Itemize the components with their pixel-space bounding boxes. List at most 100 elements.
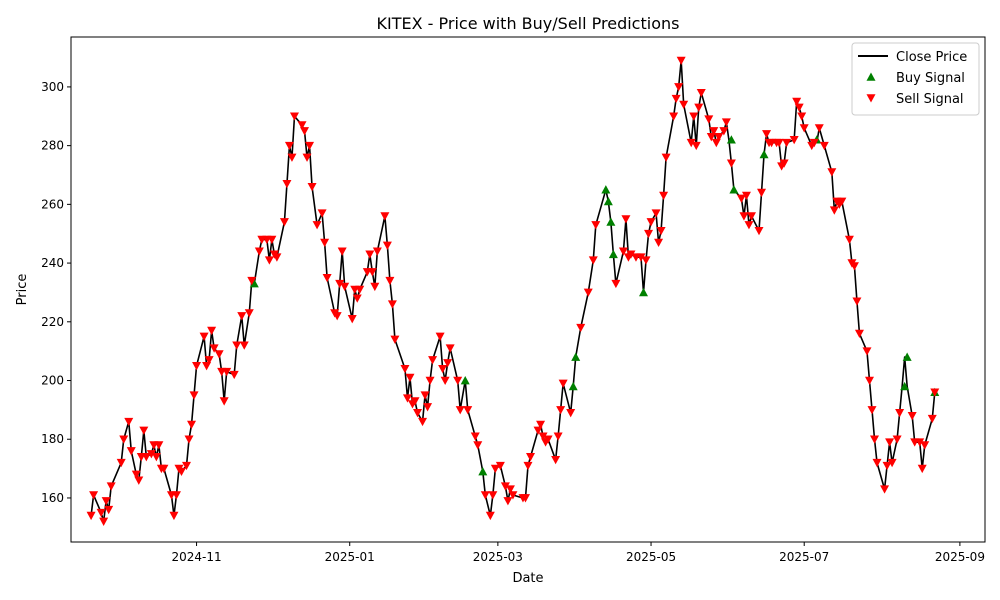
sell-signal-marker: [119, 435, 129, 444]
x-axis-title: Date: [512, 571, 543, 586]
sell-signal-marker: [410, 397, 420, 406]
sell-signal-marker: [915, 438, 925, 447]
sell-signal-marker: [774, 138, 784, 148]
sell-signal-marker: [927, 414, 937, 424]
sell-signal-marker: [641, 256, 651, 265]
y-tick-label: 200: [41, 374, 64, 388]
sell-signal-marker: [337, 247, 347, 256]
close-price-line: [90, 59, 936, 523]
sell-signal-marker: [184, 435, 194, 444]
y-tick-label: 240: [41, 256, 64, 270]
sell-signal-marker: [300, 127, 310, 136]
buy-signal-marker: [900, 381, 910, 391]
sell-signal-marker: [895, 409, 905, 418]
sell-signal-marker: [849, 262, 859, 271]
sell-signal-marker: [799, 124, 809, 133]
sell-signal-marker: [89, 491, 99, 500]
sell-signal-marker: [99, 517, 109, 526]
sell-signal-marker: [473, 441, 483, 450]
sell-signal-marker: [706, 133, 716, 142]
sell-signal-marker: [159, 464, 169, 474]
x-tick-label: 2025-07: [779, 550, 829, 564]
sell-signal-marker: [146, 450, 156, 459]
sell-signal-marker: [686, 138, 696, 148]
sell-signal-marker: [104, 505, 114, 515]
sell-signal-marker: [322, 273, 332, 283]
buy-signal-marker: [571, 352, 581, 361]
legend-buy-signal-swatch: [866, 72, 876, 81]
buy-signal-marker: [759, 149, 769, 159]
plot-frame: [70, 36, 986, 543]
sell-signal-marker: [402, 394, 412, 403]
sell-signal-marker: [721, 118, 731, 127]
sell-signal-marker: [199, 332, 209, 341]
x-tick-label: 2025-05: [626, 550, 676, 564]
sell-signal-marker: [508, 491, 518, 500]
sell-signal-marker: [671, 94, 681, 104]
sell-signal-marker: [556, 406, 566, 415]
sell-signal-marker: [282, 180, 292, 189]
sell-signal-marker: [736, 194, 746, 203]
sell-signal-marker: [870, 435, 880, 444]
sell-signal-marker: [420, 391, 430, 400]
sell-signal-marker: [428, 356, 438, 365]
sell-signal-marker: [405, 373, 415, 383]
sell-signal-marker: [214, 350, 224, 359]
buy-signal-marker: [249, 279, 259, 288]
y-tick-label: 220: [41, 315, 64, 329]
sell-signal-marker: [543, 435, 553, 444]
sell-signal-marker: [862, 347, 872, 356]
sell-signal-marker: [523, 461, 533, 471]
sell-signal-marker: [719, 127, 729, 136]
sell-signal-marker: [139, 426, 149, 435]
sell-signal-marker: [171, 491, 181, 500]
y-tick-label: 160: [41, 491, 64, 505]
sell-signal-marker: [887, 458, 897, 468]
buy-signal-marker: [568, 381, 578, 391]
sell-signal-marker: [505, 485, 515, 494]
sell-signal-marker: [814, 124, 824, 133]
sell-signal-marker: [739, 212, 749, 221]
sell-signal-marker: [332, 312, 342, 321]
sell-signal-marker: [930, 388, 940, 397]
sell-signal-marker: [222, 367, 232, 377]
buy-signal-marker: [902, 352, 912, 361]
y-tick-label: 300: [41, 80, 64, 94]
sell-signal-marker: [287, 153, 297, 162]
y-axis-title: Price: [15, 274, 30, 306]
buy-signal-marker: [603, 196, 613, 206]
sell-signal-marker: [340, 282, 350, 292]
legend-close-price-label: Close Price: [896, 50, 967, 65]
sell-signal-marker: [455, 406, 465, 415]
x-tick-label: 2025-03: [473, 550, 523, 564]
x-tick-label: 2025-09: [935, 550, 985, 564]
sell-signal-marker: [744, 221, 754, 230]
sell-signal-marker: [86, 511, 96, 521]
sell-signal-marker: [382, 241, 392, 250]
sell-signal-marker: [920, 441, 930, 450]
buy-signal-marker: [639, 287, 649, 297]
sell-signal-marker: [792, 97, 802, 107]
sell-signal-marker: [440, 376, 450, 386]
sell-signal-marker: [656, 226, 666, 236]
sell-signal-marker: [385, 276, 395, 286]
sell-signal-marker: [435, 332, 445, 341]
sell-signal-marker: [267, 235, 277, 245]
sell-signal-marker: [746, 212, 756, 221]
sell-signal-marker: [583, 288, 593, 297]
sell-signal-marker: [134, 476, 144, 485]
sell-signal-marker: [618, 247, 628, 256]
sell-signal-marker: [711, 138, 721, 148]
sell-signal-marker: [659, 191, 669, 201]
sell-signal-marker: [676, 56, 686, 65]
sell-signal-marker: [538, 432, 548, 441]
y-tick-label: 180: [41, 432, 64, 446]
sell-signal-marker: [782, 138, 792, 148]
sell-signal-marker: [131, 470, 141, 479]
sell-signal-marker: [611, 279, 621, 289]
sell-signal-marker: [892, 435, 902, 444]
sell-signal-marker: [320, 238, 330, 248]
buy-signal-marker: [601, 185, 611, 194]
sell-signal-marker: [714, 133, 724, 142]
sell-signal-marker: [709, 127, 719, 136]
